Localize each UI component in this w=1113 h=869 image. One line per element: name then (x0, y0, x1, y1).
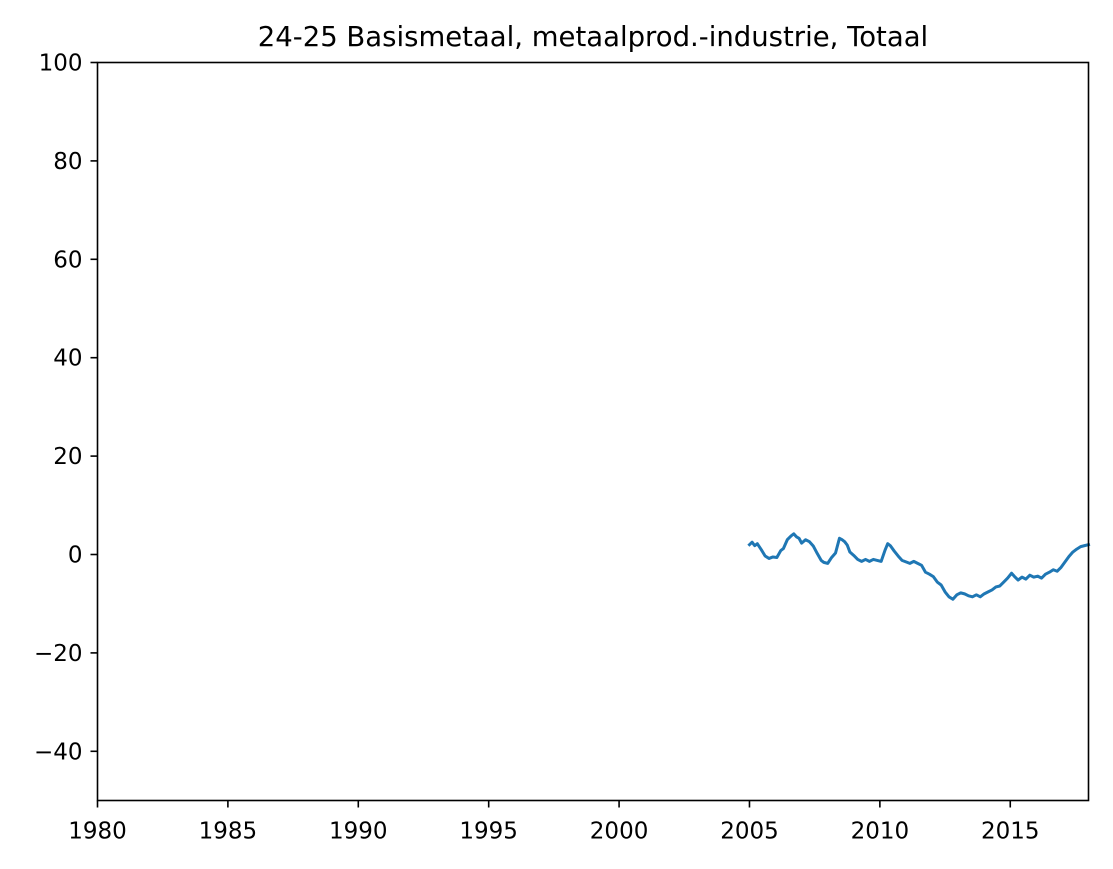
series-layer (747, 532, 1091, 601)
y-tick-label: 40 (53, 346, 82, 372)
y-tick-label: 0 (68, 543, 83, 569)
y-tick-label: 80 (53, 149, 82, 175)
series-line-0 (747, 532, 1091, 601)
y-tick-label: 60 (53, 247, 82, 273)
x-tick-label: 2005 (720, 819, 779, 845)
x-tick-label: 1980 (68, 819, 127, 845)
x-tick-label: 1990 (329, 819, 388, 845)
y-tick-label: 100 (39, 51, 83, 77)
plot-area-frame (96, 61, 1090, 802)
chart-title: 24-25 Basismetaal, metaalprod.-industrie… (258, 21, 928, 53)
y-tick-label: −40 (34, 739, 83, 765)
y-axis: −40 −20 0 20 40 60 80 100 (34, 51, 98, 765)
x-tick-label: 2000 (590, 819, 649, 845)
x-tick-label: 1995 (459, 819, 518, 845)
x-tick-label: 2015 (981, 819, 1040, 845)
y-tick-label: 20 (53, 444, 82, 470)
x-tick-label: 1985 (199, 819, 258, 845)
y-tick-label: −20 (34, 641, 83, 667)
x-tick-label: 2010 (851, 819, 910, 845)
x-axis: 1980 1985 1990 1995 2000 2005 2010 2015 (68, 800, 1040, 845)
